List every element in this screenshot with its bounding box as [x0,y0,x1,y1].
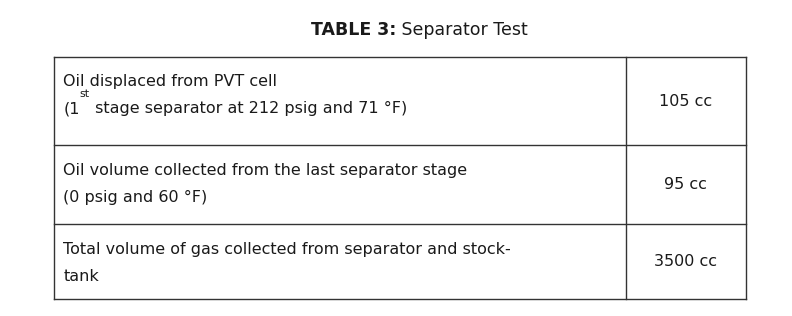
Text: Total volume of gas collected from separator and stock-: Total volume of gas collected from separ… [63,242,511,257]
Text: TABLE 3:: TABLE 3: [310,21,396,39]
Text: 95 cc: 95 cc [664,177,707,192]
Text: tank: tank [63,269,99,283]
Text: Separator Test: Separator Test [396,21,527,39]
Text: Oil displaced from PVT cell: Oil displaced from PVT cell [63,74,277,89]
Text: 3500 cc: 3500 cc [654,254,718,269]
Text: Oil volume collected from the last separator stage: Oil volume collected from the last separ… [63,163,467,178]
Text: st: st [80,89,90,99]
Text: stage separator at 212 psig and 71 °F): stage separator at 212 psig and 71 °F) [90,101,407,116]
Text: (0 psig and 60 °F): (0 psig and 60 °F) [63,190,208,205]
Text: (1: (1 [63,101,80,116]
Text: 105 cc: 105 cc [659,94,713,109]
